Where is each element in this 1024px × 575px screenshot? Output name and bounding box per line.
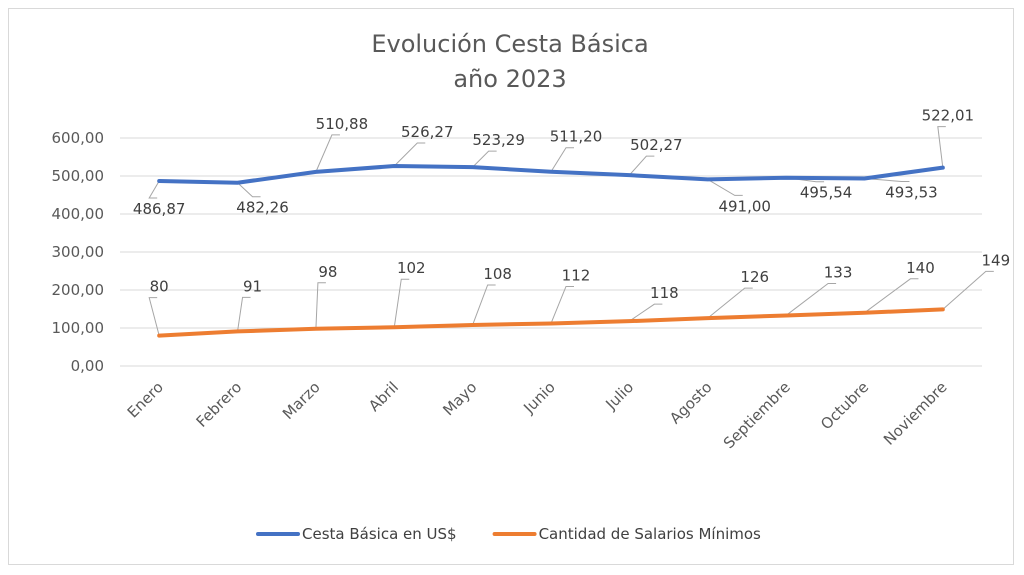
leader-line — [315, 282, 326, 329]
data-label: 522,01 — [922, 107, 975, 125]
leader-line — [785, 282, 837, 316]
data-label: 149 — [981, 251, 1010, 269]
x-tick-label: Octubre — [817, 378, 872, 433]
y-tick-label: 100,00 — [52, 319, 105, 337]
leader-line — [393, 278, 410, 328]
leader-line — [148, 180, 160, 199]
leader-line — [942, 270, 994, 310]
leader-line — [237, 296, 251, 332]
y-tick-label: 0,00 — [71, 357, 104, 375]
leader-line — [864, 177, 910, 182]
leader-line — [550, 147, 574, 173]
data-label: 526,27 — [401, 123, 454, 141]
leader-line — [148, 297, 160, 336]
label-leader-lines — [148, 126, 994, 336]
data-label: 495,54 — [800, 184, 853, 202]
data-label: 502,27 — [630, 136, 683, 154]
x-axis: Enero Febrero Marzo Abril Mayo Junio Julio Agos… — [124, 378, 951, 452]
legend-entry: Cantidad de Salarios Mínimos — [539, 525, 761, 543]
data-label: 493,53 — [885, 183, 938, 201]
leader-line — [629, 303, 663, 322]
data-label: 133 — [824, 263, 853, 281]
data-label: 98 — [318, 263, 337, 281]
leader-line — [472, 150, 497, 168]
y-tick-label: 300,00 — [52, 243, 105, 261]
y-tick-label: 600,00 — [52, 129, 105, 147]
data-label: 112 — [562, 266, 591, 284]
x-tick-label: Abril — [365, 378, 402, 415]
data-label: 523,29 — [472, 131, 525, 149]
data-label: 91 — [243, 277, 262, 295]
data-labels: 486,87 482,26 510,88 526,27 523,29 511,20 502,… — [133, 107, 1010, 303]
x-tick-label: Mayo — [439, 378, 480, 419]
leader-line — [315, 134, 340, 173]
data-label: 126 — [740, 268, 769, 286]
leader-line — [393, 142, 426, 167]
leader-line — [472, 284, 496, 326]
x-tick-label: Febrero — [193, 378, 246, 431]
series-lines — [157, 164, 945, 338]
gridlines — [120, 137, 982, 367]
data-label: 80 — [150, 278, 169, 296]
x-tick-label: Septiembre — [720, 378, 794, 452]
leader-line — [628, 155, 655, 176]
x-tick-label: Junio — [519, 378, 558, 417]
leader-line — [237, 182, 261, 198]
legend-entry: Cesta Básica en US$ — [302, 525, 457, 543]
legend: Cesta Básica en US$ Cantidad de Salarios … — [256, 525, 761, 543]
series-line — [157, 164, 945, 185]
x-tick-label: Noviembre — [880, 378, 951, 449]
y-tick-label: 400,00 — [52, 205, 105, 223]
data-label: 491,00 — [718, 197, 771, 215]
y-tick-label: 200,00 — [52, 281, 105, 299]
x-tick-label: Enero — [124, 378, 167, 421]
data-label: 482,26 — [236, 199, 289, 217]
x-tick-label: Agosto — [666, 378, 715, 427]
chart-subtitle: año 2023 — [453, 65, 566, 93]
x-tick-label: Marzo — [279, 378, 324, 423]
leader-line — [707, 178, 743, 196]
leader-line — [864, 278, 919, 314]
data-label: 118 — [650, 284, 679, 302]
data-label: 511,20 — [550, 128, 603, 146]
data-label: 108 — [483, 265, 512, 283]
chart-title: Evolución Cesta Básica — [371, 30, 648, 58]
data-label: 102 — [397, 259, 426, 277]
chart-frame — [8, 8, 1014, 565]
y-axis: 0,00 100,00 200,00 300,00 400,00 500,00 600,00 — [52, 129, 105, 375]
y-tick-label: 500,00 — [52, 167, 105, 185]
series-line — [157, 307, 945, 338]
data-label: 510,88 — [316, 115, 369, 133]
data-label: 486,87 — [133, 200, 186, 218]
leader-line — [937, 126, 946, 168]
data-label: 140 — [906, 259, 935, 277]
leader-line — [550, 285, 574, 324]
leader-line — [707, 287, 753, 319]
x-tick-label: Julio — [602, 378, 638, 414]
